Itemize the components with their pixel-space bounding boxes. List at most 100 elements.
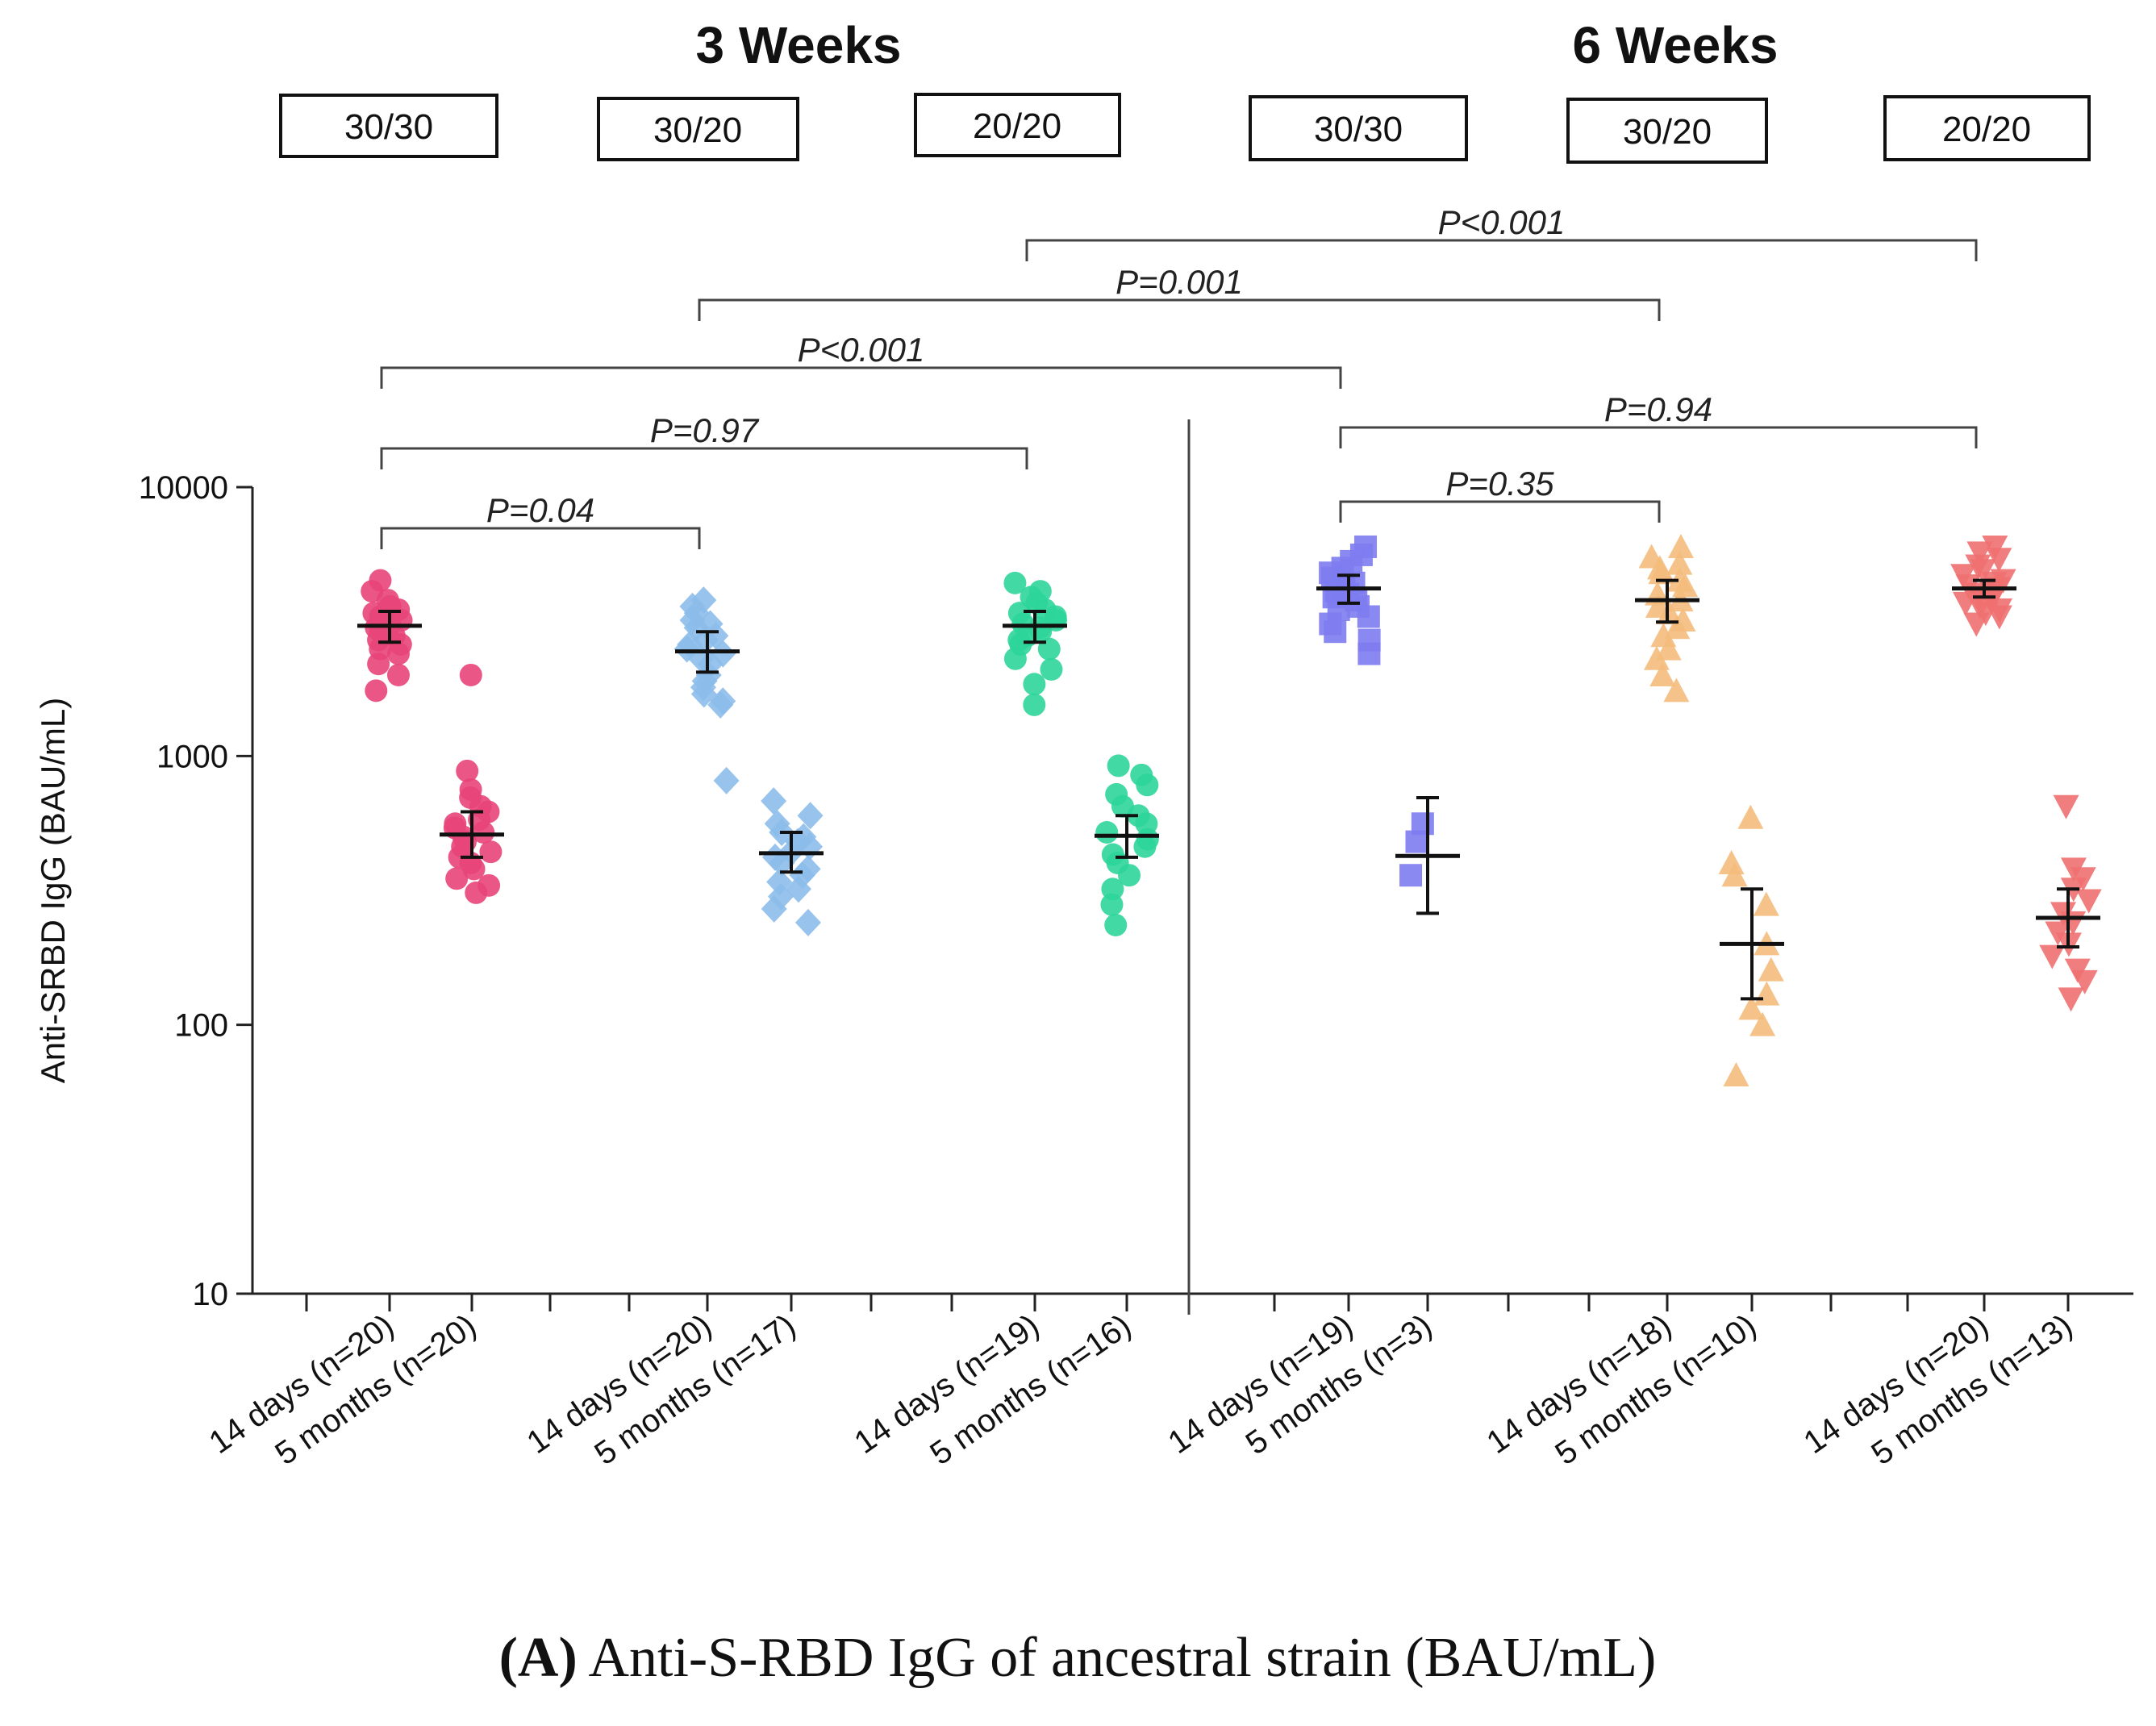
group-box — [1883, 95, 2091, 161]
data-point — [713, 766, 740, 794]
p-value-label: P=0.35 — [1445, 465, 1554, 502]
caption-text: Anti-S-RBD IgG of ancestral strain (BAU/… — [578, 1627, 1657, 1689]
data-point — [465, 881, 488, 904]
comparison-bracket: P=0.04 — [380, 491, 701, 549]
data-point — [1023, 693, 1046, 716]
p-value-label: P=0.94 — [1604, 390, 1712, 428]
data-point — [1753, 891, 1779, 916]
x-labels: 14 days (n=20)5 months (n=20) 14 days (n=… — [202, 1307, 2079, 1472]
mean-error-bar — [1720, 887, 1784, 1001]
mean-error-bar — [1003, 610, 1067, 644]
data-point — [472, 820, 495, 844]
data-point — [2058, 987, 2084, 1012]
data-point — [769, 848, 795, 877]
comparison-bracket: P=0.001 — [698, 263, 1661, 321]
group-box — [914, 93, 1121, 157]
data-point — [1754, 981, 1780, 1006]
comparison-bracket: P=0.97 — [380, 411, 1028, 469]
data-point — [1357, 605, 1380, 628]
data-point — [1040, 657, 1063, 681]
y-tick-label: 10 — [193, 1277, 229, 1312]
bracket-line — [1339, 500, 1661, 523]
comparison-brackets: P<0.001 P=0.001 P<0.001 P=0.94 P=0.97 P=0.35 P… — [380, 203, 1978, 549]
data-point — [367, 652, 390, 676]
data-point — [445, 867, 469, 890]
data-point — [1648, 560, 1674, 585]
data-point — [1970, 559, 1996, 584]
comparison-bracket: P=0.94 — [1339, 390, 1978, 448]
mean-error-bar — [357, 610, 422, 644]
p-value-label: P=0.97 — [650, 411, 760, 449]
data-point — [761, 787, 787, 815]
data-point — [761, 894, 787, 923]
data-point — [1966, 541, 1993, 566]
bracket-line — [1339, 426, 1978, 448]
data-point — [1100, 893, 1124, 916]
data-point — [462, 857, 486, 881]
mean-error-bar — [1952, 578, 2016, 599]
data-point — [1405, 830, 1428, 853]
data-point — [1737, 804, 1764, 829]
data-point — [365, 679, 388, 702]
comparison-bracket: P=0.35 — [1339, 465, 1661, 523]
data-point — [1357, 642, 1381, 665]
panel-title-6-weeks: 6 Weeks — [1573, 16, 1779, 74]
data-point — [1986, 548, 2012, 573]
group-label: 30/30 — [344, 107, 433, 147]
group-label: 20/20 — [973, 106, 1061, 146]
data-point — [1136, 773, 1159, 797]
y-tick-label: 100 — [174, 1008, 228, 1044]
data-point — [1133, 835, 1157, 858]
data-point — [1986, 605, 2012, 630]
data-point — [2075, 889, 2102, 914]
group-label: 20/20 — [1942, 110, 2031, 149]
mean-error-bar — [1395, 795, 1460, 915]
data-point — [386, 663, 410, 686]
group-label: 30/30 — [1314, 110, 1403, 149]
data-point — [1758, 957, 1784, 982]
p-value-label: P<0.001 — [798, 331, 925, 369]
data-point — [1324, 620, 1347, 644]
mean-error-bar — [440, 810, 504, 859]
data-point — [2039, 944, 2066, 969]
data-point — [1738, 995, 1765, 1020]
axes — [251, 419, 2133, 1315]
bracket-line — [1025, 239, 1978, 261]
panel-title-3-weeks: 3 Weeks — [696, 16, 902, 74]
data-point — [386, 642, 410, 665]
group-boxes: 30/30 30/20 20/20 30/30 30/20 20/20 — [279, 93, 2091, 164]
data-point — [1723, 1062, 1749, 1087]
caption-prefix: (A) — [499, 1627, 578, 1689]
y-tick-label: 10000 — [139, 470, 228, 506]
comparison-bracket: P<0.001 — [380, 331, 1342, 389]
group-box — [1249, 95, 1468, 161]
data-point — [459, 663, 482, 686]
figure-caption: (A) Anti-S-RBD IgG of ancestral strain (… — [499, 1627, 1657, 1689]
mean-error-bar — [1095, 814, 1159, 859]
bracket-line — [380, 366, 1342, 389]
data-point — [794, 908, 821, 936]
y-tick-label: 1000 — [156, 739, 228, 774]
bracket-line — [698, 298, 1661, 321]
data-point — [1107, 754, 1130, 778]
data-point — [1399, 864, 1423, 887]
data-point — [1649, 661, 1676, 686]
data-point — [2071, 969, 2098, 994]
group-box — [597, 97, 799, 161]
data-point — [707, 690, 734, 719]
p-value-label: P=0.04 — [486, 491, 594, 529]
data-point — [1718, 849, 1745, 874]
group-box — [279, 94, 498, 158]
data-point — [1664, 615, 1691, 640]
data-point — [1023, 673, 1046, 696]
bracket-line — [380, 527, 701, 549]
bracket-line — [380, 447, 1028, 469]
mean-error-bar — [1316, 573, 1381, 605]
p-value-label: P<0.001 — [1438, 203, 1566, 241]
group-box — [1566, 98, 1768, 164]
mean-error-bar — [1635, 578, 1699, 624]
data-point — [1118, 864, 1141, 887]
y-axis-label: Anti-SRBD IgG (BAU/mL) — [34, 698, 72, 1083]
data-point — [797, 802, 824, 830]
